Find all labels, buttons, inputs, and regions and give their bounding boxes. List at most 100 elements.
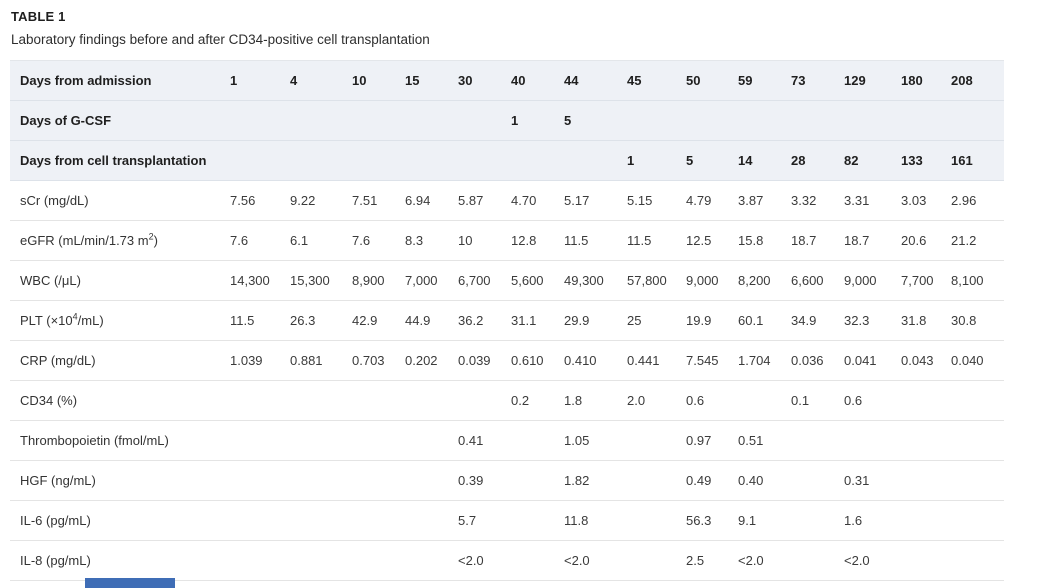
table-cell — [901, 461, 951, 501]
table-cell — [511, 461, 564, 501]
table-cell: 180 — [901, 73, 923, 88]
table-cell — [352, 461, 405, 501]
table-cell: 133 — [901, 153, 923, 168]
row-label: Days from admission — [10, 61, 230, 101]
table-cell — [738, 101, 791, 141]
table-cell — [511, 541, 564, 581]
table-cell: 7,700 — [901, 273, 934, 288]
table-cell: 2.0 — [627, 393, 646, 408]
table-cell — [458, 101, 511, 141]
row-label: eGFR (mL/min/1.73 m2) — [10, 221, 230, 261]
table-cell: 9.1 — [738, 513, 757, 528]
table-cell — [951, 101, 1004, 141]
table-cell — [951, 541, 1004, 581]
table-cell: 2.5 — [686, 553, 705, 568]
row-label: sCr (mg/dL) — [10, 181, 230, 221]
table-cell: 49,300 — [564, 273, 604, 288]
table-cell: 20.6 — [901, 233, 927, 248]
table-cell: 0.040 — [951, 353, 984, 368]
row-label-text: CD34 (%) — [20, 393, 78, 408]
table-cell — [627, 501, 686, 541]
row-label: IL-8 (pg/mL) — [10, 541, 230, 581]
row-label-text: Days of G-CSF — [20, 113, 112, 128]
table-cell: 5,600 — [511, 273, 544, 288]
table-cell — [844, 421, 901, 461]
table-cell: 0.1 — [791, 393, 810, 408]
table-cell: 30.8 — [951, 313, 977, 328]
table-cell: 82 — [844, 153, 859, 168]
table-cell: 0.39 — [458, 473, 484, 488]
table-cell: 44.9 — [405, 313, 431, 328]
table-cell — [405, 381, 458, 421]
table-cell: <2.0 — [844, 553, 870, 568]
row-label-text: PLT (×10 — [20, 313, 73, 328]
row-label-text: eGFR (mL/min/1.73 m — [20, 233, 149, 248]
table-cell: 0.40 — [738, 473, 764, 488]
table-cell — [405, 541, 458, 581]
row-label-superscript: 4 — [72, 311, 78, 322]
table-cell — [901, 101, 951, 141]
table-cell: 3.87 — [738, 193, 764, 208]
table-row: CD34 (%) 0.2 1.8 2.0 0.6 0.1 0.6 — [10, 381, 1004, 421]
table-cell — [230, 101, 290, 141]
table-cell: 56.3 — [686, 513, 712, 528]
table-cell: 1 — [230, 73, 238, 88]
table-cell: 4.79 — [686, 193, 712, 208]
table-cell — [290, 541, 352, 581]
table-row: IL-8 (pg/mL) <2.0 <2.0 2.5 <2.0 <2.0 — [10, 541, 1004, 581]
table-cell: 8.3 — [405, 233, 424, 248]
table-cell: 11.5 — [230, 313, 255, 328]
table-cell: 7.56 — [230, 193, 256, 208]
table-cell: 4 — [290, 73, 298, 88]
row-label: CRP (mg/dL) — [10, 341, 230, 381]
table-cell: 28 — [791, 153, 806, 168]
table-cell: 0.2 — [511, 393, 530, 408]
row-label: WBC (/μL) — [10, 261, 230, 301]
table-cell: 1 — [627, 153, 635, 168]
table-row: CRP (mg/dL) 1.039 0.881 0.703 0.202 0.039 0.61… — [10, 341, 1004, 381]
footer-accent-bar[interactable] — [85, 578, 175, 588]
row-label-text: ) — [153, 233, 158, 248]
table-cell — [738, 381, 791, 421]
lab-findings-table: Days from admission 1 4 10 15 30 40 44 45 50 59 73 1… — [10, 60, 1004, 581]
table-cell — [405, 141, 458, 181]
table-cell: 36.2 — [458, 313, 484, 328]
table-cell: 8,200 — [738, 273, 771, 288]
table-cell — [352, 421, 405, 461]
table-cell — [352, 381, 405, 421]
table-cell: 7.6 — [352, 233, 371, 248]
table-cell: 9,000 — [844, 273, 877, 288]
table-cell: 12.8 — [511, 233, 537, 248]
table-row: HGF (ng/mL) 0.39 1.82 0.49 0.40 0.31 — [10, 461, 1004, 501]
row-label-text: sCr (mg/dL) — [20, 193, 89, 208]
row-label: HGF (ng/mL) — [10, 461, 230, 501]
table-cell — [290, 461, 352, 501]
table-cell: 57,800 — [627, 273, 667, 288]
row-label-text: WBC (/μL) — [20, 273, 81, 288]
table-cell: 0.441 — [627, 353, 660, 368]
table-cell: 129 — [844, 73, 866, 88]
table-cell: 73 — [791, 73, 806, 88]
table-cell: 31.8 — [901, 313, 927, 328]
table-cell: 0.6 — [686, 393, 705, 408]
table-cell — [951, 381, 1004, 421]
table-cell — [951, 461, 1004, 501]
table-cell: 9,000 — [686, 273, 719, 288]
row-label-superscript: 2 — [148, 231, 154, 242]
table-cell — [352, 141, 405, 181]
table-row: Days from cell transplantation 1 5 14 28 82 13… — [10, 140, 1004, 181]
table-cell: 11.8 — [564, 513, 589, 528]
table-cell — [405, 461, 458, 501]
row-label-text: Days from admission — [20, 73, 152, 88]
table-cell: 60.1 — [738, 313, 764, 328]
table-cell — [951, 501, 1004, 541]
table-caption: TABLE 1 Laboratory findings before and a… — [0, 0, 1052, 47]
table-row: Thrombopoietin (fmol/mL) 0.41 1.05 0.97 0.51 — [10, 421, 1004, 461]
table-cell — [290, 141, 352, 181]
table-cell — [511, 141, 564, 181]
table-cell — [627, 541, 686, 581]
table-cell: 5.15 — [627, 193, 653, 208]
table-cell: 0.31 — [844, 473, 870, 488]
table-cell — [564, 141, 627, 181]
table-cell: 0.49 — [686, 473, 712, 488]
